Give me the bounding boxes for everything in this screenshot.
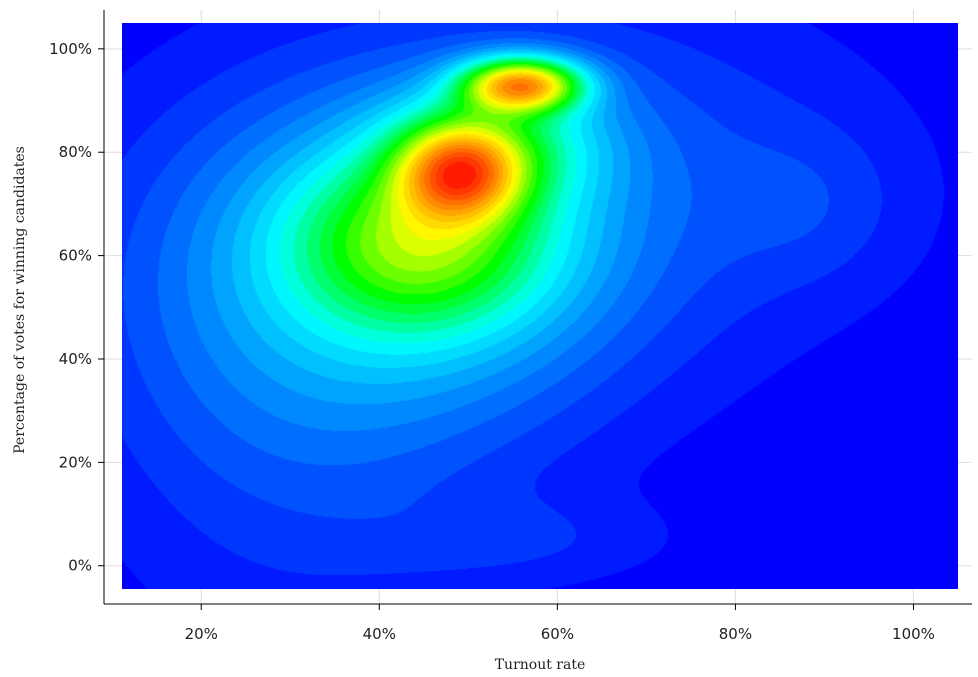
y-tick-label: 80% — [59, 143, 92, 161]
y-tick-label: 40% — [59, 350, 92, 368]
x-tick-label: 20% — [185, 625, 218, 643]
y-tick-label: 60% — [59, 247, 92, 265]
y-tick-label: 100% — [49, 40, 92, 58]
y-tick-label: 20% — [59, 453, 92, 471]
y-axis-ticks: 0% 20% 40% 60% 80% 100% — [49, 40, 104, 575]
x-axis-ticks: 20% 40% 60% 80% 100% — [185, 604, 935, 643]
x-tick-label: 40% — [363, 625, 396, 643]
x-tick-label: 80% — [719, 625, 752, 643]
density-heatmap — [122, 23, 958, 589]
x-axis-title: Turnout rate — [495, 657, 586, 673]
y-axis-title: Percentage of votes for winning candidat… — [12, 146, 28, 454]
x-tick-label: 100% — [892, 625, 935, 643]
x-tick-label: 60% — [541, 625, 574, 643]
y-tick-label: 0% — [68, 557, 92, 575]
